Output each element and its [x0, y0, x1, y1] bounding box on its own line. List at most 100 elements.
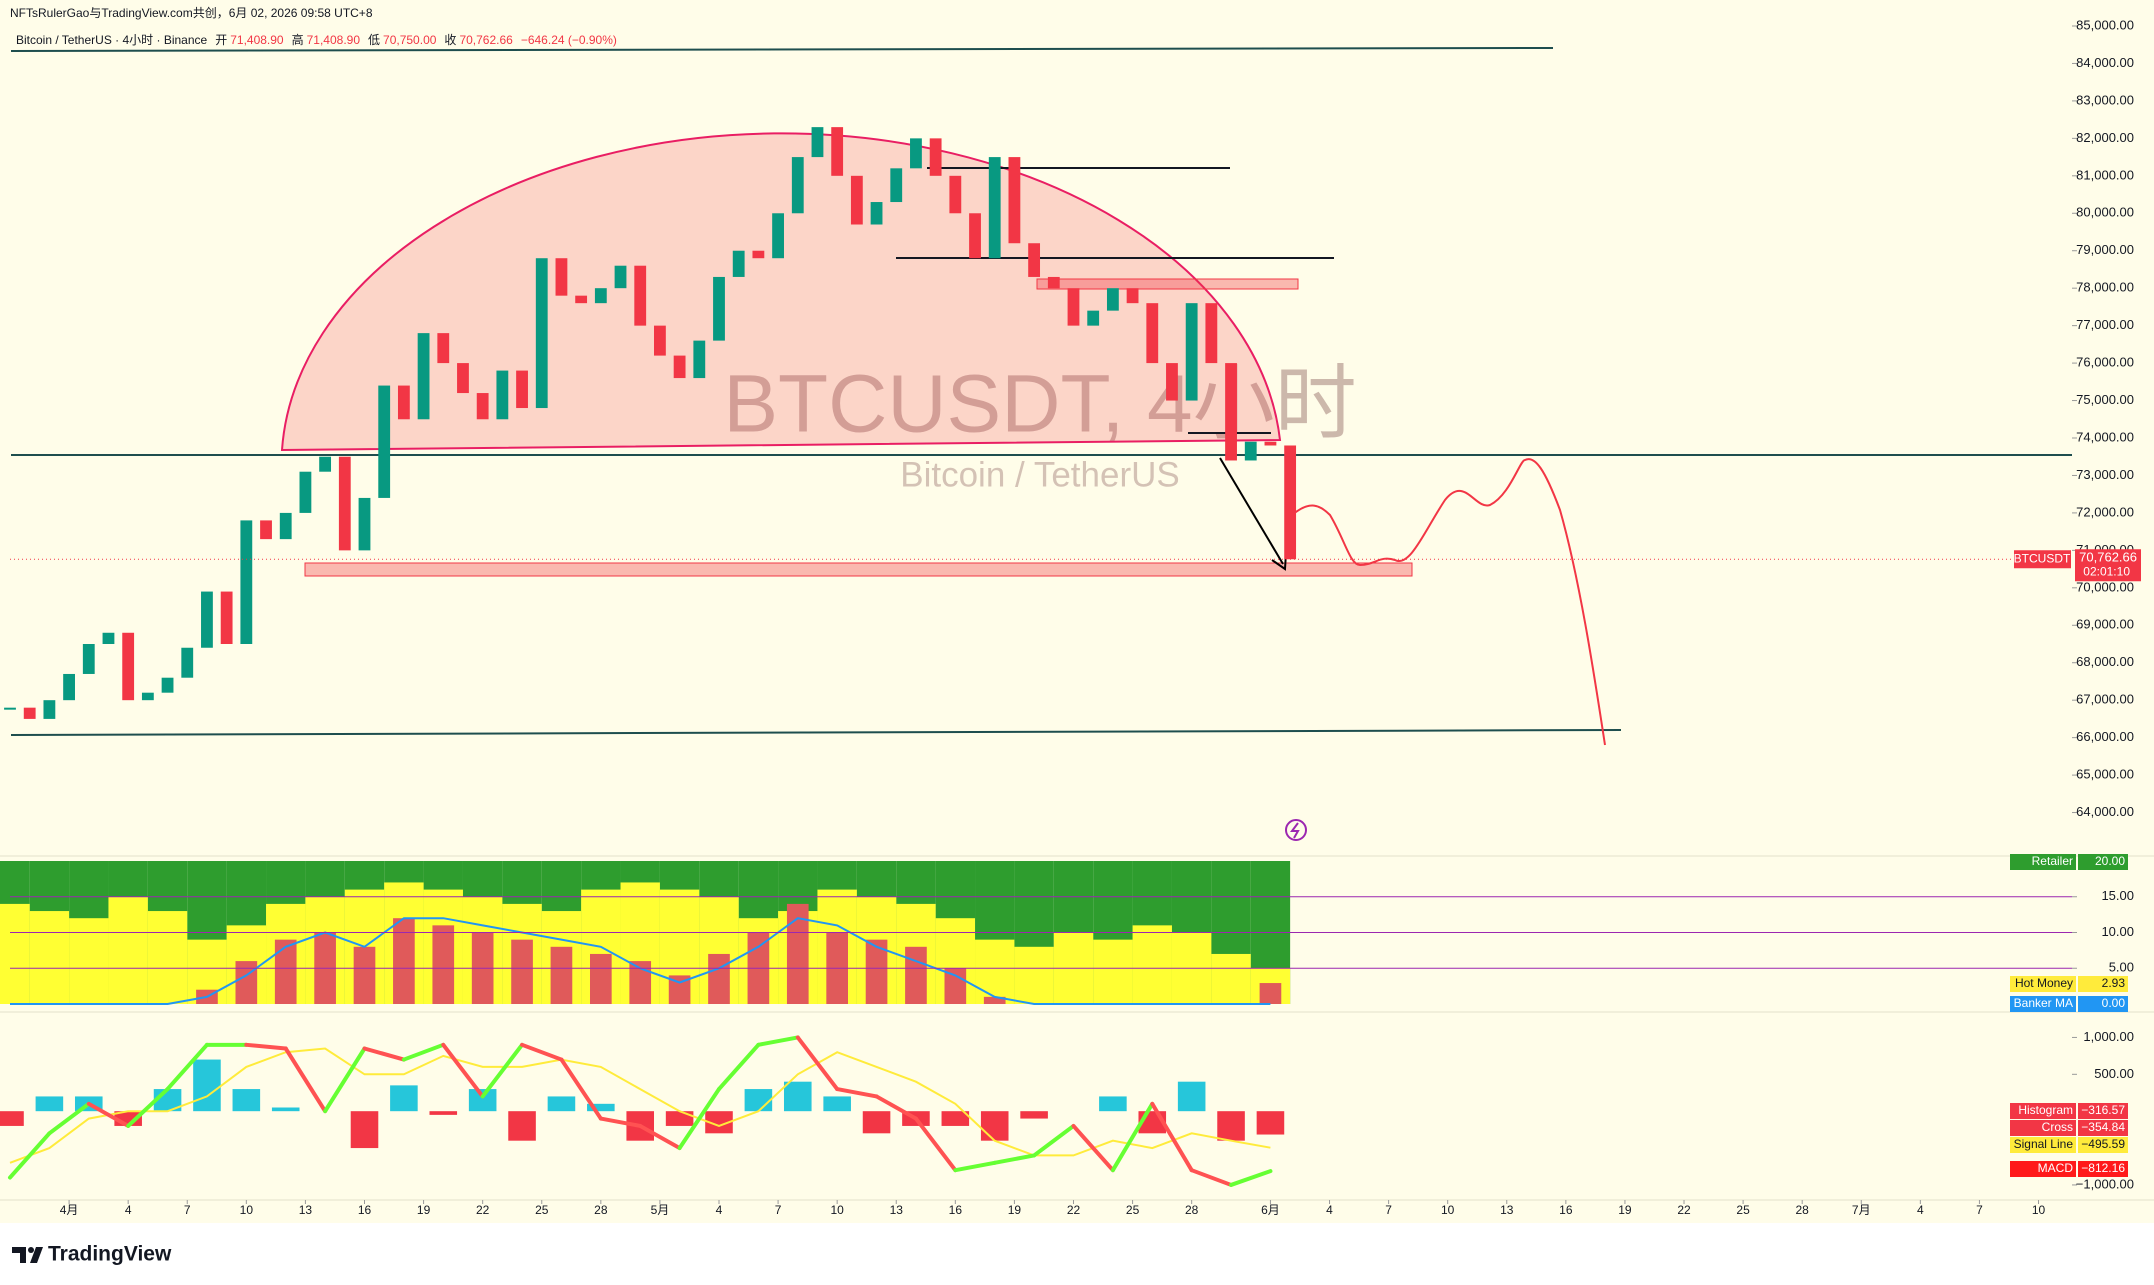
candle [752, 250, 765, 259]
candle [594, 288, 607, 304]
histogram-bar [705, 1111, 733, 1134]
candle [1225, 363, 1237, 461]
x-tick-label: 13 [299, 1203, 313, 1217]
macd-segment [559, 1057, 603, 1121]
candle [1264, 441, 1277, 446]
candle [1205, 303, 1218, 364]
hot-money-bar [905, 946, 927, 1004]
hot-money-bar [629, 961, 652, 1004]
readout-name: Cross [2042, 1120, 2073, 1134]
candle [1087, 310, 1100, 326]
candle [4, 707, 16, 710]
retail-bar [69, 918, 109, 1004]
readout-value-box [2078, 1137, 2128, 1153]
readout-value: 20.00 [2095, 854, 2125, 868]
candle [831, 127, 844, 176]
x-tick-label: 25 [535, 1203, 549, 1217]
macd-segment [86, 1101, 131, 1128]
readout-name: Hot Money [2015, 976, 2073, 990]
y-tick-label: 66,000.00 [2076, 729, 2134, 744]
x-tick-label: 5月 [651, 1203, 670, 1217]
candle [1047, 276, 1060, 289]
macd-segment [283, 1046, 328, 1114]
symbol: Bitcoin / TetherUS · 4小时 · Binance [16, 33, 208, 47]
candle [82, 644, 95, 674]
histogram-bar [468, 1089, 497, 1112]
candle [122, 632, 135, 701]
ohlc-value: 70,750.00 [383, 33, 437, 47]
watermark-title: BTCUSDT, 4小时 [723, 359, 1356, 450]
event-icon-bolt [1290, 822, 1300, 839]
readout-value: −354.84 [2081, 1120, 2125, 1134]
chart-background [0, 0, 2154, 1223]
readout-value-box [2078, 1103, 2128, 1119]
candle [161, 677, 174, 693]
y-tick-label: 500.00 [2094, 1066, 2134, 1081]
macd-segment [1229, 1169, 1273, 1187]
readout-value: −495.59 [2081, 1137, 2125, 1151]
macd-segment [1110, 1101, 1155, 1173]
x-tick-label: 7月 [1852, 1203, 1871, 1217]
candle [811, 127, 824, 158]
macd-segment [1032, 1123, 1076, 1158]
macd-segment [323, 1046, 367, 1114]
x-tick-label: 7 [775, 1203, 782, 1217]
readout-name-box [2010, 976, 2076, 992]
candle [457, 363, 469, 394]
candle [555, 258, 568, 296]
x-tick-label: 4 [1326, 1203, 1333, 1217]
hot-money-bar [274, 939, 297, 1004]
x-tick-label: 25 [1736, 1203, 1750, 1217]
macd-segment [1189, 1168, 1234, 1187]
price-tag: 70,762.66 [2079, 550, 2137, 565]
zone-box [1036, 278, 1299, 290]
candle [1146, 303, 1159, 364]
x-tick-label: 4月 [60, 1203, 79, 1217]
histogram-bar [980, 1111, 1009, 1141]
y-tick-label: 76,000.00 [2076, 355, 2134, 370]
histogram-bar [390, 1085, 418, 1112]
candle [240, 520, 253, 644]
macd-segment [598, 1116, 643, 1128]
histogram-bar [193, 1059, 221, 1112]
candle [358, 497, 371, 551]
y-tick-label: 67,000.00 [2076, 692, 2134, 707]
candle [338, 456, 351, 551]
y-tick-label: 77,000.00 [2076, 317, 2134, 332]
arrow [1219, 457, 1284, 565]
hot-money-bar [983, 996, 1006, 1004]
macd-segment [47, 1101, 91, 1136]
candle [1284, 445, 1297, 560]
x-tick-label: 4 [716, 1203, 723, 1217]
macd-segment [126, 1087, 170, 1128]
y-tick-label: 15.00 [2101, 888, 2134, 903]
histogram-bar [35, 1096, 64, 1112]
event-icon[interactable] [1285, 819, 1307, 841]
symbol-legend: Bitcoin / TetherUS · 4小时 · Binance 开 71,40… [16, 32, 617, 47]
readout-name: MACD [2038, 1161, 2074, 1175]
candle [535, 258, 548, 409]
symbol-tag: BTCUSDT [2014, 551, 2071, 565]
x-tick-label: 10 [830, 1203, 844, 1217]
countdown: 02:01:10 [2083, 564, 2130, 578]
candle [1166, 363, 1178, 401]
candle [141, 692, 154, 701]
macd-segment [8, 1131, 52, 1180]
candle [417, 333, 430, 420]
histogram-bar [0, 1111, 24, 1126]
macd-segment [520, 1042, 564, 1062]
macd-segment [401, 1042, 446, 1062]
candle [476, 393, 489, 420]
candle [910, 138, 922, 169]
readout-value: −316.57 [2081, 1103, 2125, 1117]
hot-money-bar [432, 925, 455, 1004]
candle [772, 213, 784, 259]
hot-money-bar [511, 939, 533, 1004]
histogram-bar [823, 1096, 851, 1112]
histogram-bar [350, 1111, 379, 1149]
macd-segment [244, 1042, 288, 1051]
readout-value: 0.00 [2102, 996, 2126, 1010]
hot-money-bar [235, 961, 258, 1004]
histogram-bar [1256, 1111, 1285, 1135]
